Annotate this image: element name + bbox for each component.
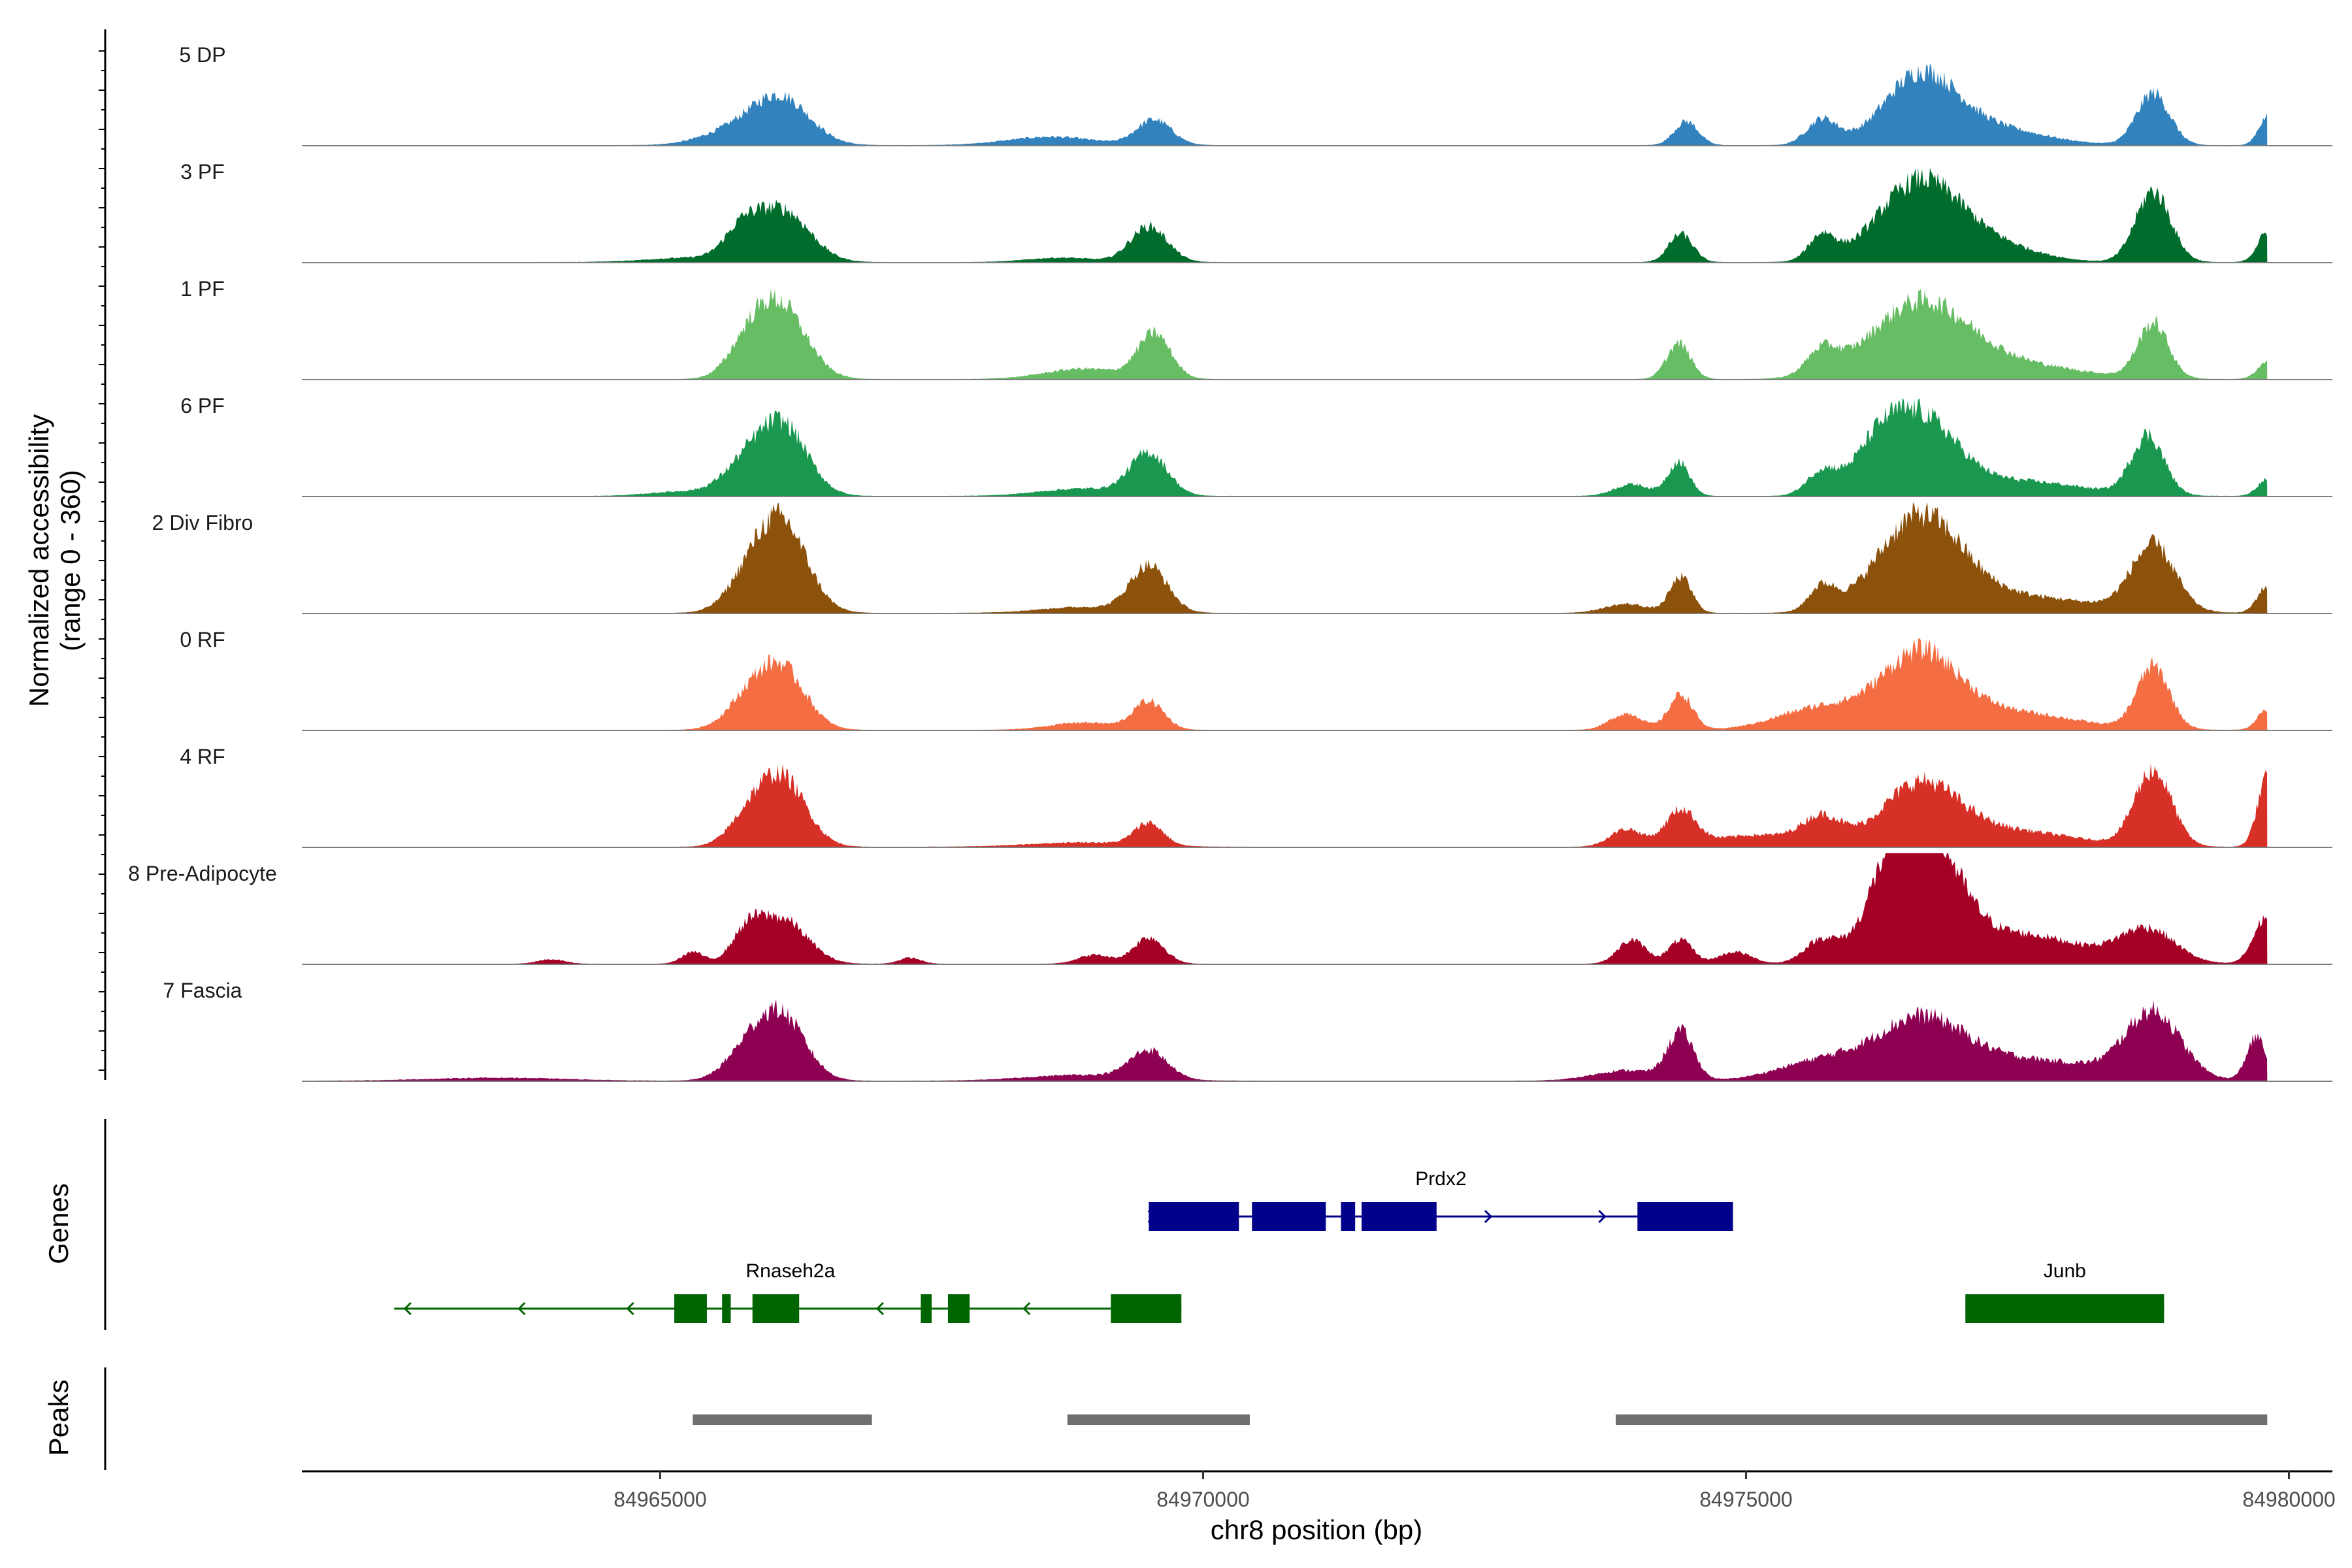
- gene-rnaseh2a: Rnaseh2a: [394, 1260, 1182, 1323]
- strand-arrow: [1598, 1209, 1607, 1224]
- coverage-area-0-rf: [302, 638, 2268, 730]
- track-0-rf: 0 RF: [180, 628, 2332, 731]
- x-tick-label: 84970000: [1156, 1488, 1249, 1511]
- exon: [947, 1294, 970, 1323]
- track-label: 4 RF: [180, 745, 225, 768]
- coverage-area-8-pre-adipocyte: [302, 853, 2268, 964]
- track-6-pf: 6 PF: [180, 394, 2332, 497]
- exon: [1965, 1294, 2164, 1323]
- track-3-pf: 3 PF: [180, 160, 2332, 263]
- x-axis-ticks: 84965000 84970000 84975000 84980000: [613, 1471, 2336, 1511]
- track-label: 2 Div Fibro: [152, 511, 253, 534]
- track-5-dp: 5 DP: [179, 43, 2332, 146]
- exon: [1111, 1294, 1182, 1323]
- exon: [921, 1294, 932, 1323]
- x-axis-title: chr8 position (bp): [1211, 1514, 1423, 1545]
- gene-label: Junb: [2044, 1260, 2086, 1282]
- x-tick-label: 84965000: [613, 1488, 706, 1511]
- track-label: 6 PF: [180, 394, 225, 417]
- peak-region: [1616, 1414, 2268, 1425]
- track-label: 5 DP: [179, 43, 225, 67]
- exon: [1637, 1202, 1733, 1231]
- strand-arrow: [626, 1301, 634, 1316]
- track-2-div-fibro: 2 Div Fibro: [152, 502, 2332, 614]
- coverage-area-4-rf: [302, 763, 2268, 847]
- exon: [674, 1294, 707, 1323]
- exon: [752, 1294, 800, 1323]
- y-axis-range-label: (range 0 - 360): [55, 470, 86, 651]
- x-tick-label: 84975000: [1699, 1488, 1792, 1511]
- coverage-area-3-pf: [302, 168, 2268, 263]
- peak-track: [693, 1414, 2268, 1425]
- track-label: 8 Pre-Adipocyte: [128, 862, 277, 885]
- exon: [1362, 1202, 1437, 1231]
- genes-panel-title: Genes: [43, 1183, 74, 1264]
- gene-prdx2: Prdx2: [1147, 1168, 1733, 1231]
- accessibility-axis-ticks: [99, 50, 105, 1071]
- track-7-fascia: 7 Fascia: [163, 979, 2332, 1082]
- peak-region: [1067, 1414, 1250, 1425]
- gene-junb: Junb: [1965, 1260, 2164, 1323]
- track-label: 7 Fascia: [163, 979, 242, 1002]
- coverage-area-7-fascia: [302, 999, 2268, 1081]
- gene-label: Rnaseh2a: [746, 1260, 836, 1282]
- track-label: 3 PF: [180, 160, 225, 184]
- exon: [1252, 1202, 1326, 1231]
- strand-arrow: [517, 1301, 526, 1316]
- coverage-area-1-pf: [302, 288, 2268, 380]
- exon: [722, 1294, 731, 1323]
- coverage-area-5-dp: [302, 63, 2268, 146]
- coverage-area-2-div-fibro: [302, 502, 2268, 613]
- track-label: 0 RF: [180, 628, 225, 651]
- exon: [1149, 1202, 1239, 1231]
- exon: [1341, 1202, 1356, 1231]
- track-4-rf: 4 RF: [180, 745, 2332, 848]
- track-8-pre-adipocyte: 8 Pre-Adipocyte: [128, 853, 2332, 965]
- gene-label: Prdx2: [1415, 1168, 1466, 1190]
- peak-region: [693, 1414, 872, 1425]
- gene-annotation-track: Prdx2 Rnaseh2a Junb: [394, 1168, 2164, 1323]
- peaks-panel-title: Peaks: [43, 1380, 74, 1456]
- strand-arrow: [1022, 1301, 1031, 1316]
- strand-arrow: [1484, 1209, 1493, 1224]
- x-tick-label: 84980000: [2242, 1488, 2335, 1511]
- track-1-pf: 1 PF: [180, 277, 2332, 380]
- track-label: 1 PF: [180, 277, 225, 301]
- strand-arrow: [403, 1301, 412, 1316]
- strand-arrow: [875, 1301, 884, 1316]
- y-axis-title: Normalized accessibility: [24, 414, 54, 707]
- coverage-tracks: 5 DP 3 PF 1 PF 6 PF 2 Div Fibro 0 RF 4 RF 8 Pre…: [128, 43, 2332, 1082]
- coverage-area-6-pf: [302, 398, 2268, 497]
